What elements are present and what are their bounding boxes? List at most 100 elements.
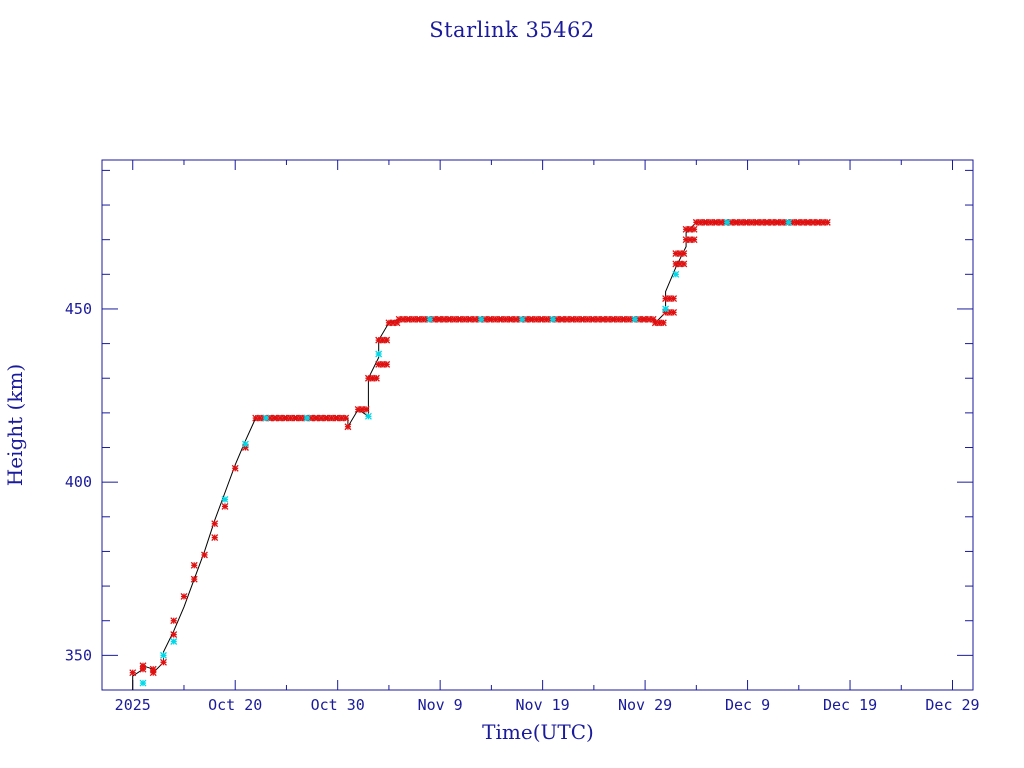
marker-stroke <box>680 250 688 257</box>
marker-stroke <box>477 315 485 323</box>
red-marker <box>344 423 352 431</box>
red-marker <box>129 669 137 677</box>
x-tick-label: Dec 29 <box>925 696 979 714</box>
red-marker <box>676 260 684 268</box>
red-marker <box>170 631 178 639</box>
red-marker <box>190 575 198 583</box>
red-marker <box>823 218 831 226</box>
cyan-marker <box>426 315 434 323</box>
marker-stroke <box>129 669 137 677</box>
red-marker <box>190 561 198 569</box>
marker-stroke <box>383 360 391 368</box>
marker-stroke <box>690 225 698 233</box>
cyan-marker <box>170 638 178 645</box>
marker-stroke <box>231 464 239 472</box>
marker-stroke <box>160 651 167 659</box>
red-marker <box>690 225 698 233</box>
y-tick-label: 350 <box>65 646 92 664</box>
data-markers <box>129 218 831 687</box>
marker-stroke <box>149 665 157 673</box>
marker-stroke <box>201 551 208 559</box>
marker-stroke <box>344 423 352 431</box>
marker-stroke <box>670 308 678 316</box>
cyan-marker <box>723 218 731 226</box>
marker-stroke <box>221 502 229 510</box>
cyan-marker <box>139 679 147 687</box>
x-tick-label: Nov 29 <box>618 696 672 714</box>
x-tick-label: Nov 19 <box>516 696 570 714</box>
marker-stroke <box>342 414 350 422</box>
marker-stroke <box>211 520 219 528</box>
trend-line <box>132 221 820 690</box>
cyan-marker <box>477 315 485 323</box>
cyan-marker <box>375 350 383 358</box>
x-axis-title: Time(UTC) <box>482 720 594 744</box>
marker-stroke <box>170 617 178 625</box>
marker-stroke <box>690 236 698 244</box>
marker-stroke <box>426 315 434 323</box>
cyan-marker <box>549 315 557 323</box>
marker-stroke <box>160 658 167 666</box>
red-marker <box>670 295 678 303</box>
cyan-marker <box>672 270 680 278</box>
marker-stroke <box>672 270 680 278</box>
x-tick-label: Dec 9 <box>725 696 770 714</box>
y-tick-labels: 350 400 450 <box>65 300 92 664</box>
red-marker <box>372 374 380 382</box>
marker-stroke <box>785 218 793 226</box>
marker-stroke <box>221 496 229 503</box>
x-tick-label: 2025 <box>115 696 151 714</box>
red-marker <box>221 502 229 510</box>
marker-stroke <box>631 315 639 323</box>
cyan-marker <box>160 651 167 659</box>
marker-stroke <box>383 336 391 344</box>
marker-stroke <box>170 638 178 645</box>
x-tick-label: Oct 30 <box>311 696 365 714</box>
red-marker <box>690 236 698 244</box>
y-tick-label: 450 <box>65 300 92 318</box>
marker-stroke <box>362 405 370 413</box>
marker-stroke <box>649 315 657 323</box>
marker-stroke <box>180 593 188 600</box>
marker-stroke <box>372 374 380 382</box>
red-marker <box>670 308 678 316</box>
cyan-marker <box>303 414 311 422</box>
cyan-marker <box>631 315 639 323</box>
marker-stroke <box>262 414 270 422</box>
marker-stroke <box>190 561 198 569</box>
red-marker <box>139 665 147 673</box>
marker-stroke <box>211 534 219 542</box>
x-tick-label: Oct 20 <box>208 696 262 714</box>
y-axis-title: Height (km) <box>3 364 27 486</box>
red-marker <box>231 464 239 472</box>
red-marker <box>160 658 167 666</box>
x-tick-labels: 2025 Oct 20 Oct 30 Nov 9 Nov 19 Nov 29 Dec 9 De… <box>115 696 980 714</box>
marker-stroke <box>662 305 670 313</box>
marker-stroke <box>375 350 383 358</box>
cyan-marker <box>241 440 249 448</box>
red-marker <box>149 665 157 673</box>
marker-stroke <box>549 315 557 323</box>
plot-axes <box>101 159 974 691</box>
marker-stroke <box>364 412 372 420</box>
red-marker <box>211 520 219 528</box>
x-tick-label: Dec 19 <box>823 696 877 714</box>
y-tick-label: 400 <box>65 473 92 491</box>
marker-stroke <box>241 440 249 448</box>
red-marker <box>680 260 688 268</box>
marker-stroke <box>170 631 178 639</box>
red-marker <box>170 617 178 625</box>
red-marker <box>211 534 219 542</box>
trend-lines <box>132 221 820 690</box>
cyan-marker <box>785 218 793 226</box>
x-tick-label: Nov 9 <box>418 696 463 714</box>
marker-stroke <box>823 218 831 226</box>
red-marker <box>362 405 370 413</box>
red-marker <box>383 360 391 368</box>
red-marker <box>383 336 391 344</box>
red-marker <box>201 551 208 559</box>
marker-stroke <box>190 575 198 583</box>
chart-title: Starlink 35462 <box>429 18 595 42</box>
red-marker <box>342 414 350 422</box>
